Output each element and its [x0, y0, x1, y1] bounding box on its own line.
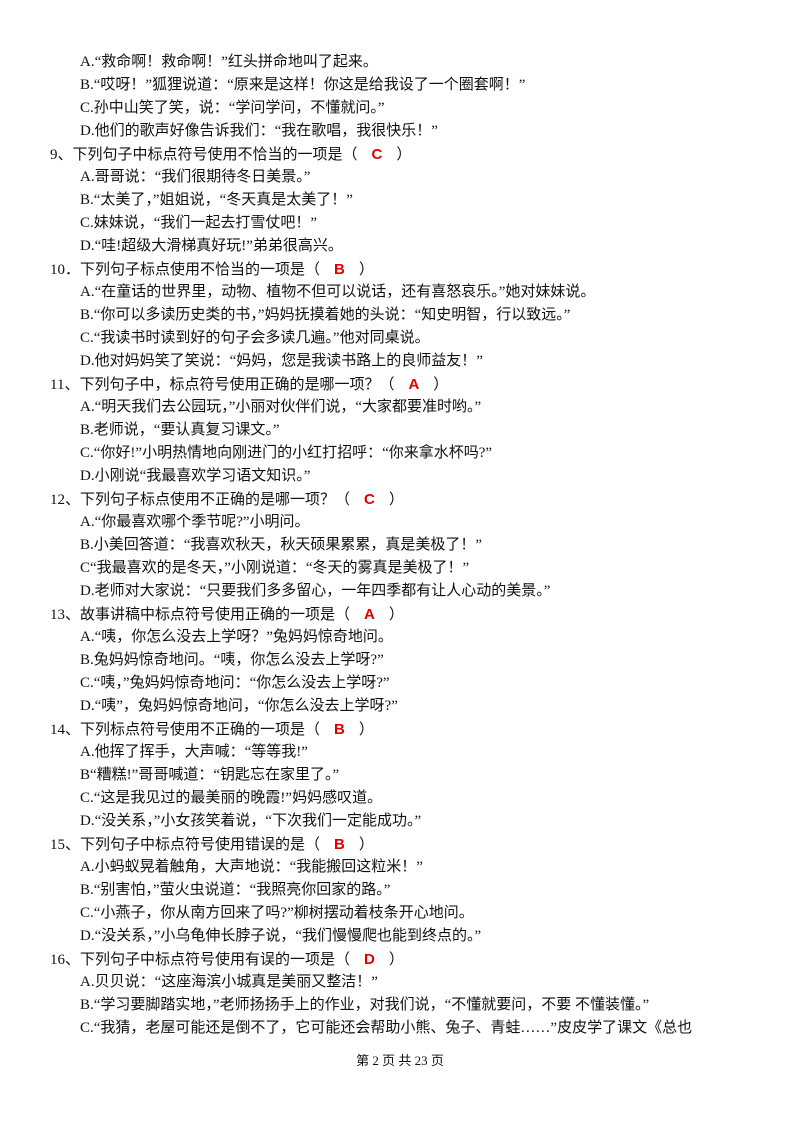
stem-close: ） [358, 262, 374, 278]
stem-close: ） [388, 607, 404, 623]
option: A.“救命啊！救命啊！”红头拼命地叫了起来。 [80, 54, 378, 70]
option: D.“哇!超级大滑梯真好玩!”弟弟很高兴。 [80, 238, 343, 254]
option: A.“在童话的世界里，动物、植物不但可以说话，还有喜怒哀乐。”她对妹妹说。 [80, 284, 596, 300]
option: B“糟糕!”哥哥喊道：“钥匙忘在家里了。” [80, 767, 340, 783]
answer: B [334, 721, 345, 738]
option: C.“我猜，老屋可能还是倒不了，它可能还会帮助小熊、兔子、青蛙……”皮皮学了课文… [80, 1020, 693, 1036]
question-stem: 13、故事讲稿中标点符号使用正确的一项是（ A ） [50, 603, 404, 627]
option: D.“没关系，”小女孩笑着说，“下次我们一定能成功。” [80, 813, 422, 829]
option: C.“小燕子，你从南方回来了吗?”柳树摆动着枝条开心地问。 [80, 905, 474, 921]
stem-text: 9、下列句子中标点符号使用不恰当的一项是（ [50, 147, 358, 163]
stem-text: 15、下列句子中标点符号使用错误的是（ [50, 837, 321, 853]
option: C“我最喜欢的是冬天，”小刚说道：“冬天的雾真是美极了！” [80, 560, 470, 576]
stem-text: 14、下列标点符号使用不正确的一项是（ [50, 722, 321, 738]
question-stem: 10．下列句子标点使用不恰当的一项是（ B ） [50, 258, 374, 282]
option: C.妹妹说，“我们一起去打雪仗吧！” [80, 215, 318, 231]
option: C.孙中山笑了笑，说：“学问学问，不懂就问。” [80, 100, 385, 116]
answer: B [334, 261, 345, 278]
stem-text: 11、下列句子中，标点符号使用正确的是哪一项？（ [50, 377, 395, 393]
question-stem: 11、下列句子中，标点符号使用正确的是哪一项？（ A ） [50, 373, 448, 397]
stem-close: ） [388, 952, 404, 968]
question-stem: 16、下列句子中标点符号使用有误的一项是（ D ） [50, 948, 404, 972]
option: B.老师说，“要认真复习课文。” [80, 422, 280, 438]
option: B.小美回答道：“我喜欢秋天，秋天硕果累累，真是美极了！” [80, 537, 483, 553]
option: C.“你好!”小明热情地向刚进门的小红打招呼：“你来拿水杯吗?” [80, 445, 493, 461]
option: D.“咦”，兔妈妈惊奇地问，“你怎么没去上学呀?” [80, 698, 398, 714]
option: A.哥哥说：“我们很期待冬日美景。” [80, 169, 311, 185]
answer: A [408, 376, 420, 393]
option: D.他们的歌声好像告诉我们：“我在歌唱，我很快乐！” [80, 123, 438, 139]
stem-close: ） [396, 147, 412, 163]
option: B.兔妈妈惊奇地问。“咦，你怎么没去上学呀?” [80, 652, 384, 668]
option: A.贝贝说：“这座海滨小城真是美丽又整洁！” [80, 974, 378, 990]
question-stem: 12、下列句子标点使用不正确的是哪一项？（ C ） [50, 488, 404, 512]
answer: C [364, 491, 375, 508]
question-stem: 14、下列标点符号使用不正确的一项是（ B ） [50, 718, 374, 742]
answer: D [364, 951, 375, 968]
option: A.“咦，你怎么没去上学呀？”兔妈妈惊奇地问。 [80, 629, 393, 645]
option: A.“你最喜欢哪个季节呢?”小明问。 [80, 514, 310, 530]
question-stem: 15、下列句子中标点符号使用错误的是（ B ） [50, 833, 374, 857]
option: C.“这是我见过的最美丽的晚霞!”妈妈感叹道。 [80, 790, 383, 806]
stem-text: 13、故事讲稿中标点符号使用正确的一项是（ [50, 607, 351, 623]
option: D.“没关系，”小乌龟伸长脖子说，“我们慢慢爬也能到终点的。” [80, 928, 482, 944]
option: C.“咦，”兔妈妈惊奇地问：“你怎么没去上学呀?” [80, 675, 390, 691]
option: A.“明天我们去公园玩，”小丽对伙伴们说，“大家都要准时哟。” [80, 399, 482, 415]
stem-text: 12、下列句子标点使用不正确的是哪一项？（ [50, 492, 351, 508]
answer: A [364, 606, 375, 623]
stem-text: 16、下列句子中标点符号使用有误的一项是（ [50, 952, 351, 968]
option: C.“我读书时读到好的句子会多读几遍。”他对同桌说。 [80, 330, 430, 346]
footer: 第 2 页 共 23 页 [356, 1053, 444, 1068]
question-stem: 9、下列句子中标点符号使用不恰当的一项是（ C ） [50, 143, 411, 167]
stem-close: ） [433, 377, 449, 393]
stem-close: ） [358, 722, 374, 738]
option: B.“你可以多读历史类的书，”妈妈抚摸着她的头说：“知史明智，行以致远。” [80, 307, 571, 323]
stem-text: 10．下列句子标点使用不恰当的一项是（ [50, 262, 321, 278]
stem-close: ） [388, 492, 404, 508]
option: B.“太美了，”姐姐说，“冬天真是太美了！” [80, 192, 353, 208]
answer: C [371, 146, 383, 163]
option: D.他对妈妈笑了笑说：“妈妈，您是我读书路上的良师益友！” [80, 353, 483, 369]
option: D.老师对大家说：“只要我们多多留心，一年四季都有让人心动的美景。” [80, 583, 551, 599]
option: D.小刚说“我最喜欢学习语文知识。” [80, 468, 311, 484]
answer: B [334, 836, 345, 853]
option: A.他挥了挥手，大声喊：“等等我!” [80, 744, 308, 760]
option: B.“学习要脚踏实地，”老师扬扬手上的作业，对我们说，“不懂就要问，不要 不懂装… [80, 997, 650, 1013]
stem-close: ） [358, 837, 374, 853]
option: A.小蚂蚁晃着触角，大声地说：“我能搬回这粒米！” [80, 859, 423, 875]
option: B.“哎呀！”狐狸说道：“原来是这样！你这是给我设了一个圈套啊！” [80, 77, 526, 93]
option: B.“别害怕，”萤火虫说道：“我照亮你回家的路。” [80, 882, 391, 898]
